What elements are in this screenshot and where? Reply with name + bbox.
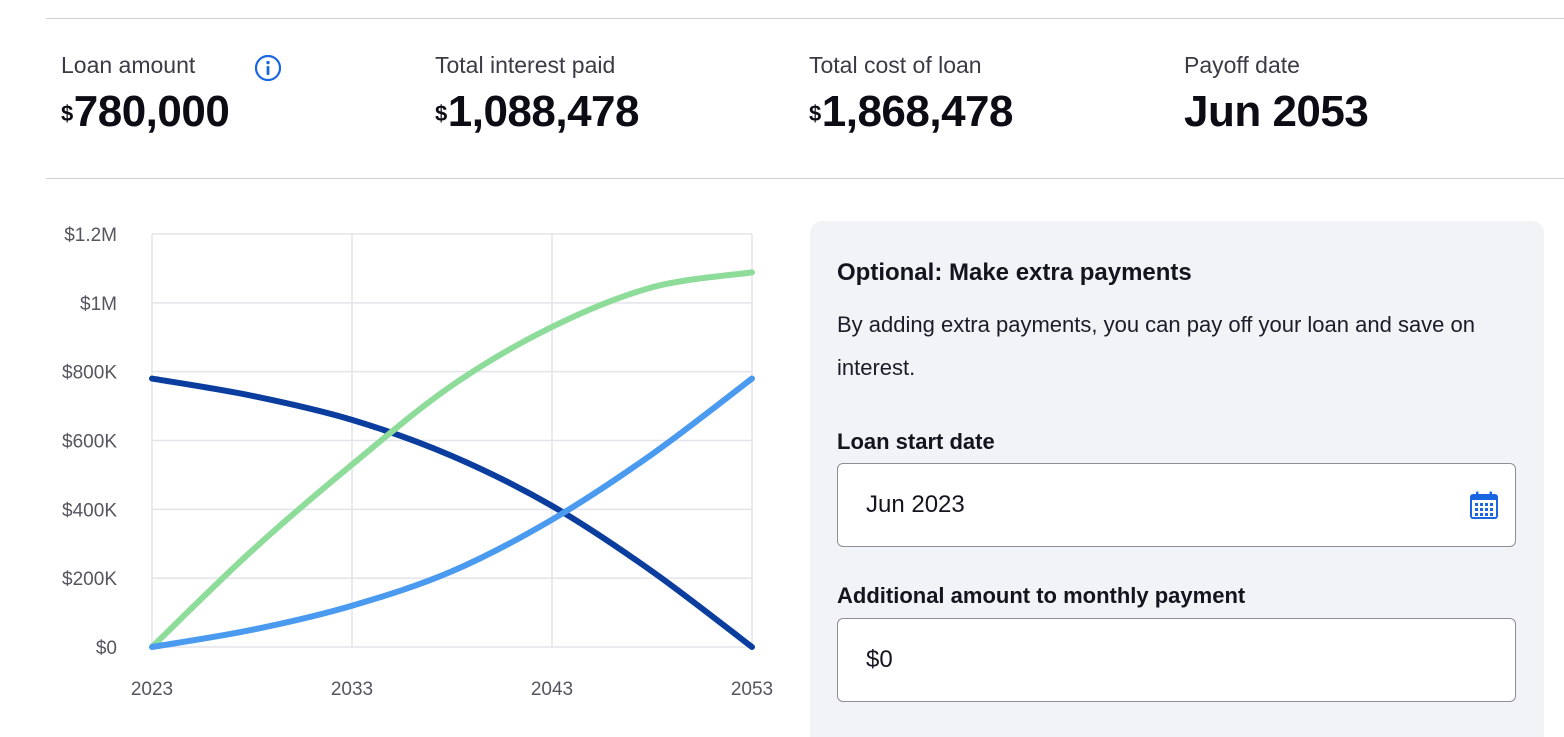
additional-amount-input[interactable] <box>866 619 1426 701</box>
total-interest-stat: Total interest paid $1,088,478 <box>435 50 640 136</box>
additional-amount-field[interactable] <box>837 618 1516 702</box>
total-cost-stat: Total cost of loan $1,868,478 <box>809 50 1014 136</box>
y-tick-label: $200K <box>62 569 117 590</box>
y-tick-label: $400K <box>62 500 117 521</box>
total-cost-value: $1,868,478 <box>809 87 1014 136</box>
y-tick-label: $600K <box>62 432 117 453</box>
x-tick-label: 2023 <box>131 679 173 700</box>
total-interest-number: 1,088,478 <box>447 87 640 136</box>
loan-amount-stat: Loan amount $780,000 <box>61 50 282 136</box>
balance-series-line <box>149 375 755 650</box>
currency-symbol: $ <box>435 101 447 126</box>
loan-start-date-input[interactable] <box>866 464 1426 546</box>
total-cost-number: 1,868,478 <box>821 87 1014 136</box>
extra-payments-description: By adding extra payments, you can pay of… <box>837 312 1475 380</box>
calendar-icon[interactable] <box>1469 490 1499 520</box>
extra-payments-title: Optional: Make extra payments <box>837 259 1192 286</box>
loan-start-date-field[interactable] <box>837 463 1516 547</box>
loan-start-date-label: Loan start date <box>837 429 995 454</box>
loan-amount-number: 780,000 <box>73 87 230 136</box>
currency-symbol: $ <box>61 101 73 126</box>
amortization-chart-svg: $0 $200K $400K $600K $800K $1M $1.2M 2023 2033 20… <box>62 225 773 700</box>
payoff-date-label: Payoff date <box>1184 52 1300 78</box>
currency-symbol: $ <box>809 101 821 126</box>
extra-payments-panel: Optional: Make extra payments By adding … <box>810 221 1544 737</box>
loan-amount-value: $780,000 <box>61 87 230 136</box>
principal-series-line <box>149 375 755 650</box>
x-tick-label: 2053 <box>731 679 773 700</box>
loan-amount-label: Loan amount <box>61 52 196 78</box>
top-divider <box>46 18 1564 19</box>
section-divider <box>46 178 1564 179</box>
amortization-chart: $0 $200K $400K $600K $800K $1M $1.2M 2023 2033 20… <box>0 200 800 737</box>
payoff-date-stat: Payoff date Jun 2053 <box>1184 50 1369 136</box>
x-tick-label: 2043 <box>531 679 573 700</box>
total-interest-value: $1,088,478 <box>435 87 640 136</box>
payoff-date-value: Jun 2053 <box>1184 87 1369 136</box>
info-icon[interactable] <box>254 54 282 82</box>
y-tick-label: $1.2M <box>64 225 117 246</box>
total-cost-label: Total cost of loan <box>809 52 982 78</box>
y-tick-label: $0 <box>96 638 117 659</box>
interest-series-line <box>149 269 755 650</box>
x-tick-label: 2033 <box>331 679 373 700</box>
y-tick-label: $1M <box>80 294 117 315</box>
y-tick-label: $800K <box>62 363 117 384</box>
total-interest-label: Total interest paid <box>435 52 616 78</box>
additional-amount-label: Additional amount to monthly payment <box>837 583 1246 608</box>
